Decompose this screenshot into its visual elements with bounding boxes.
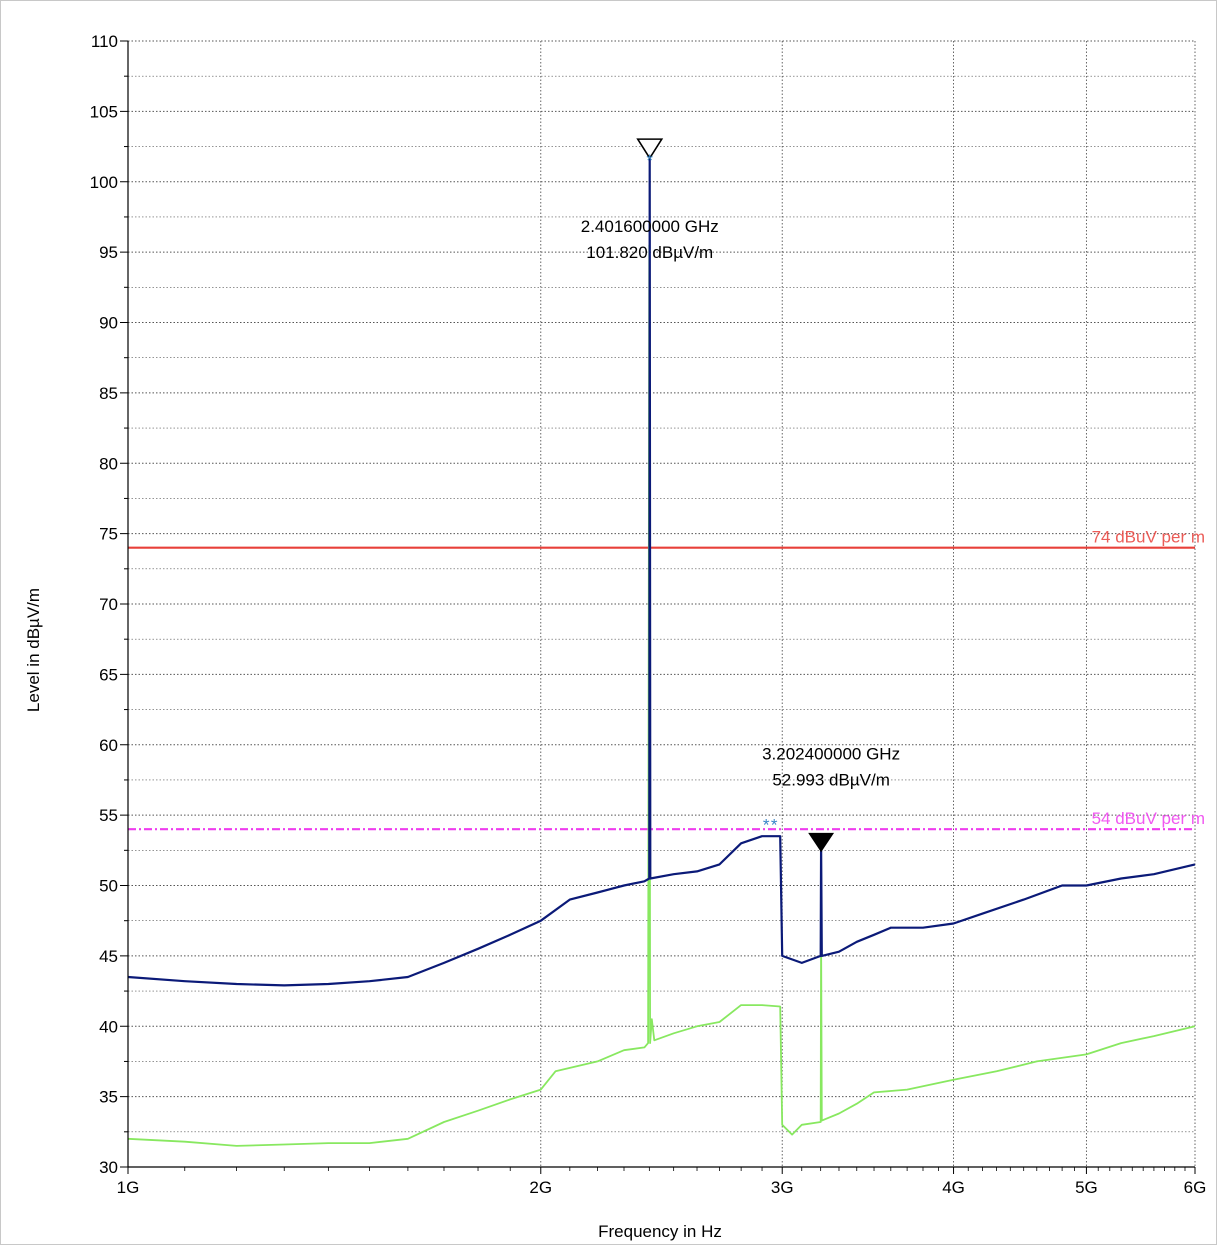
y-tick-label: 55 — [99, 806, 118, 825]
x-axis-title: Frequency in Hz — [598, 1222, 722, 1241]
x-tick-label: 3G — [771, 1178, 794, 1197]
marker-level-label: 52.993 dBµV/m — [772, 770, 890, 789]
grid — [127, 40, 1196, 1168]
axes: 30 35 40 45 50 55 60 65 70 75 80 85 90 95 100 105 110 1G 2… — [90, 32, 1207, 1197]
y-tick-label: 90 — [99, 314, 118, 333]
marker-triangle-filled — [808, 832, 835, 853]
limit-line-label: 74 dBuV per m — [1092, 528, 1205, 547]
peak-asterisk: * — [763, 816, 770, 835]
y-tick-label: 105 — [90, 102, 118, 121]
y-tick-label: 40 — [99, 1017, 118, 1036]
y-tick-label: 30 — [99, 1158, 118, 1177]
x-tick-label: 5G — [1075, 1178, 1098, 1197]
limit-line-label: 54 dBuV per m — [1092, 809, 1205, 828]
marker-level-label: 101.820 dBµV/m — [586, 243, 713, 262]
peak-asterisk: * — [771, 816, 778, 835]
y-tick-label: 95 — [99, 243, 118, 262]
y-tick-label: 50 — [99, 877, 118, 896]
y-tick-label: 110 — [91, 32, 118, 51]
y-tick-label: 70 — [99, 595, 118, 614]
y-tick-label: 85 — [99, 384, 118, 403]
y-tick-label: 100 — [90, 173, 118, 192]
y-tick-label: 80 — [99, 454, 118, 473]
x-tick-label: 1G — [117, 1178, 140, 1197]
x-tick-label: 4G — [942, 1178, 965, 1197]
marker-frequency-label: 3.202400000 GHz — [762, 744, 900, 763]
y-tick-label: 45 — [99, 947, 118, 966]
y-tick-label: 75 — [99, 525, 118, 544]
y-tick-label: 35 — [99, 1088, 118, 1107]
peak-asterisk: * — [646, 151, 653, 170]
peak-markers: 2.401600000 GHz 101.820 dBµV/m 3.202400000… — [581, 138, 900, 853]
x-tick-label: 2G — [529, 1178, 552, 1197]
y-tick-label: 65 — [99, 665, 118, 684]
y-axis-title: Level in dBµV/m — [24, 588, 43, 712]
marker-frequency-label: 2.401600000 GHz — [581, 217, 719, 236]
y-tick-label: 60 — [99, 736, 118, 755]
limit-lines: 74 dBuV per m 54 dBuV per m — [128, 528, 1205, 831]
series-line — [127, 155, 1196, 987]
x-tick-label: 6G — [1184, 1178, 1207, 1197]
marker-triangle-hollow — [636, 138, 664, 160]
